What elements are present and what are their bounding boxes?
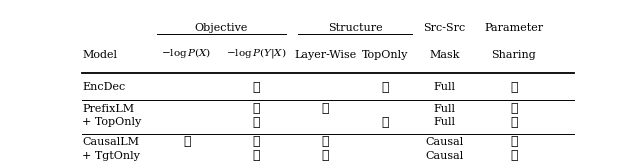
Text: Mask: Mask	[429, 50, 460, 60]
Text: + TopOnly: + TopOnly	[83, 117, 141, 127]
Text: PrefixLM: PrefixLM	[83, 104, 134, 114]
Text: EncDec: EncDec	[83, 82, 125, 92]
Text: TopOnly: TopOnly	[362, 50, 408, 60]
Text: ✓: ✓	[322, 149, 329, 162]
Text: ✓: ✓	[252, 135, 260, 148]
Text: ✓: ✓	[252, 102, 260, 115]
Text: Model: Model	[83, 50, 118, 60]
Text: ✓: ✓	[322, 135, 329, 148]
Text: ✓: ✓	[252, 149, 260, 162]
Text: CausalLM: CausalLM	[83, 137, 140, 147]
Text: Causal: Causal	[426, 137, 464, 147]
Text: ✗: ✗	[510, 81, 518, 94]
Text: ✓: ✓	[510, 149, 518, 162]
Text: ✓: ✓	[252, 81, 260, 94]
Text: $-\log P(X)$: $-\log P(X)$	[161, 46, 212, 60]
Text: Layer-Wise: Layer-Wise	[294, 50, 356, 60]
Text: Causal: Causal	[426, 151, 464, 161]
Text: ✓: ✓	[510, 102, 518, 115]
Text: ✓: ✓	[510, 135, 518, 148]
Text: ✓: ✓	[510, 116, 518, 129]
Text: ✓: ✓	[252, 116, 260, 129]
Text: ✓: ✓	[381, 81, 388, 94]
Text: Full: Full	[433, 117, 456, 127]
Text: ✓: ✓	[381, 116, 388, 129]
Text: Sharing: Sharing	[492, 50, 536, 60]
Text: $-\log P(Y|X)$: $-\log P(Y|X)$	[226, 46, 287, 60]
Text: Src-Src: Src-Src	[424, 23, 466, 33]
Text: Parameter: Parameter	[484, 23, 543, 33]
Text: Full: Full	[433, 82, 456, 92]
Text: Full: Full	[433, 104, 456, 114]
Text: ✓: ✓	[183, 135, 190, 148]
Text: Structure: Structure	[328, 23, 383, 33]
Text: + TgtOnly: + TgtOnly	[83, 151, 140, 161]
Text: ✓: ✓	[322, 102, 329, 115]
Text: Objective: Objective	[195, 23, 248, 33]
